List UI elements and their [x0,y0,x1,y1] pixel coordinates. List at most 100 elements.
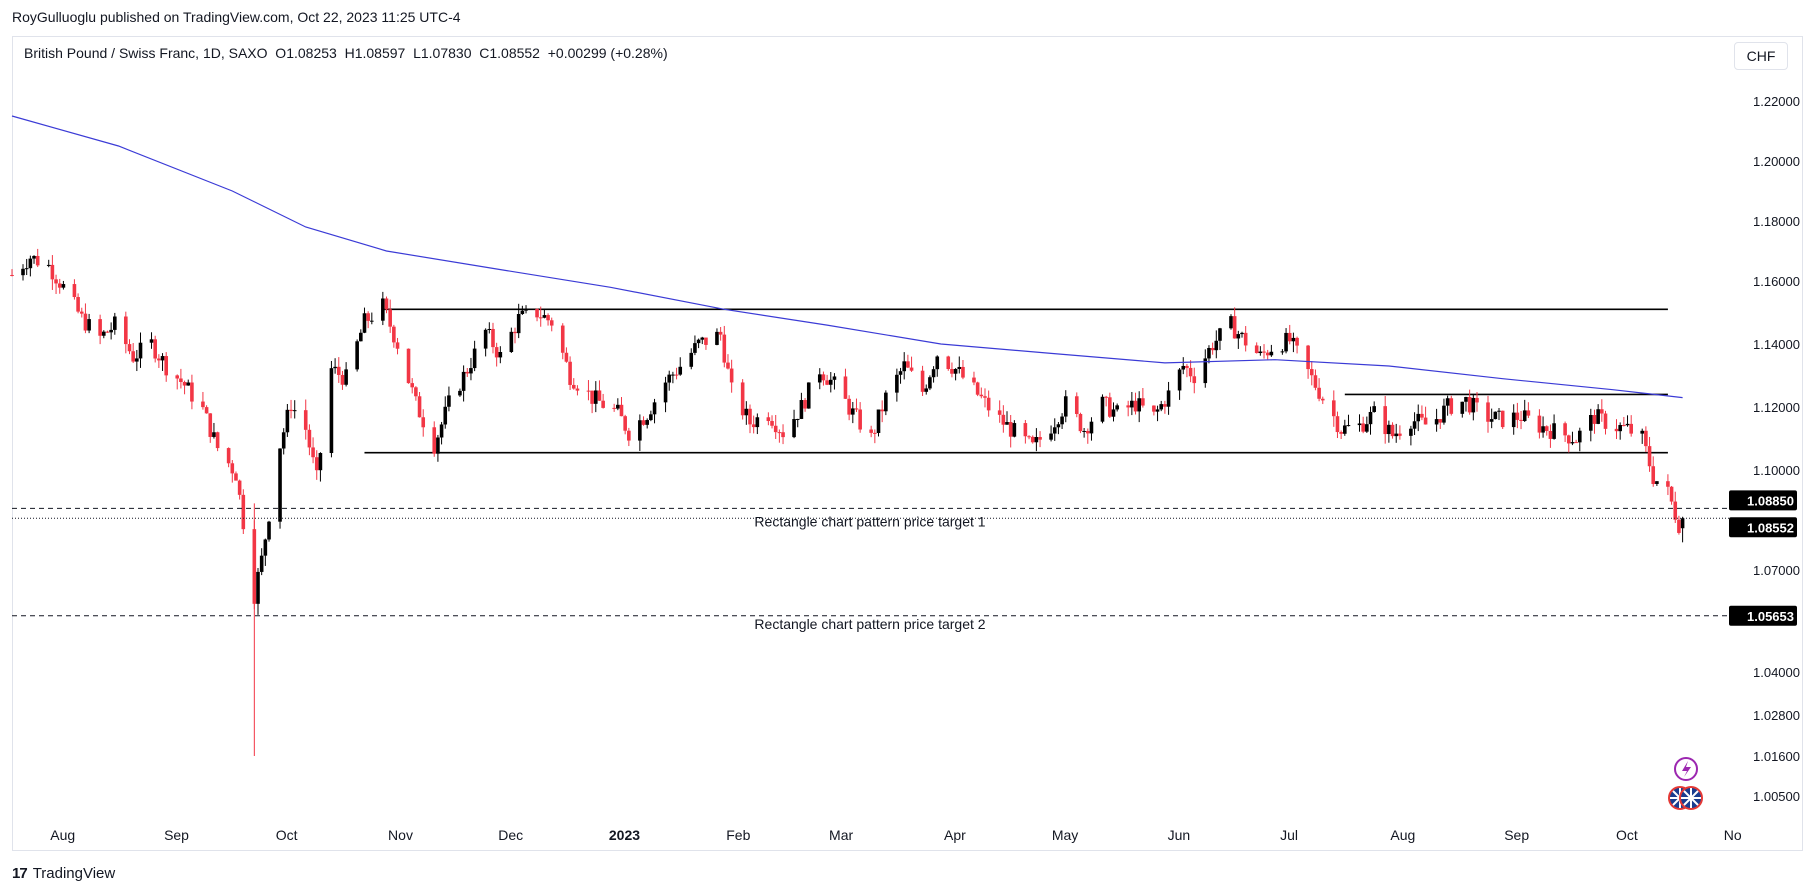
x-tick-label: No [1724,827,1742,843]
candle [586,390,591,392]
candle [1335,416,1340,433]
candle [370,320,374,322]
candle [439,424,444,438]
candle [744,408,749,416]
candle [806,382,811,409]
candle [1387,424,1391,435]
symbol-legend[interactable]: British Pound / Swiss Franc, 1D, SAXO O1… [24,45,668,61]
x-tick-label: Dec [498,827,523,843]
x-tick-label: Oct [276,827,298,843]
candle [1331,400,1336,417]
x-tick-label: Aug [1390,827,1415,843]
candle [627,430,631,441]
candle [241,494,246,530]
x-tick-label: Oct [1616,827,1638,843]
candle [638,420,642,441]
candle [803,400,807,409]
candle [1493,411,1498,420]
candle [215,432,220,449]
candle [1214,340,1219,351]
candle [138,342,143,359]
candle [1577,430,1582,443]
x-tick-label: Jun [1168,827,1191,843]
candle [24,268,29,270]
candle [101,331,106,336]
candle [1188,367,1193,377]
candle [884,392,888,412]
candle [1291,337,1296,342]
candle [1111,409,1116,417]
y-tick-label: 1.10000 [1753,463,1800,478]
candle [447,395,451,407]
currency-button[interactable]: CHF [1734,42,1788,70]
candle [693,343,697,353]
candle [612,407,616,409]
candle [795,418,800,420]
candle [421,417,426,428]
y-tick-label: 1.02800 [1753,708,1800,723]
candle [344,369,348,385]
candle [1063,396,1068,417]
candle [726,362,730,369]
chart-frame [12,36,1803,851]
candle [190,382,194,402]
candle [472,348,477,369]
candle [1262,351,1266,353]
candle [1060,416,1064,425]
lightning-icon[interactable] [1674,757,1698,781]
candle [469,368,473,374]
candle [1592,415,1597,424]
candle [212,432,216,437]
candle [1229,316,1233,329]
candle [32,255,36,259]
candle [1012,423,1017,437]
candle [1416,413,1421,422]
candle [1614,428,1619,432]
candle [329,368,334,454]
candle [1108,397,1112,417]
candle [436,437,440,454]
candle [1126,405,1130,408]
candle [549,320,554,326]
candle [483,329,488,349]
candle [986,397,991,411]
candle [1218,328,1222,341]
candle [1357,423,1362,426]
candle [1651,466,1656,484]
x-tick-label: Mar [829,827,853,843]
candle [307,429,312,448]
candle [109,329,113,333]
candle [950,369,954,374]
candle [1181,365,1186,370]
candle [1309,369,1314,376]
candle [1409,428,1413,436]
candle [164,356,169,376]
y-tick-label: 1.07000 [1753,563,1800,578]
candle [1383,406,1387,435]
candle [314,457,319,471]
candle [359,332,363,342]
candle [83,313,88,331]
candle [1644,430,1648,447]
candle [355,341,359,370]
candle [1541,426,1545,433]
candle [1074,396,1079,414]
candle [895,374,899,393]
candle [1420,413,1424,418]
y-tick-label: 1.04000 [1753,665,1800,680]
candle [1398,433,1402,436]
candle [920,370,925,392]
candle [542,315,547,318]
candle [1519,419,1523,421]
candle [1471,397,1476,413]
candle [1655,481,1659,484]
candle [689,352,694,367]
candle [1460,401,1465,414]
last-candle [1680,518,1685,529]
candle [1673,501,1678,520]
candle [1130,400,1134,408]
candle [1497,410,1501,412]
candle [1306,345,1310,370]
candle [509,331,514,353]
